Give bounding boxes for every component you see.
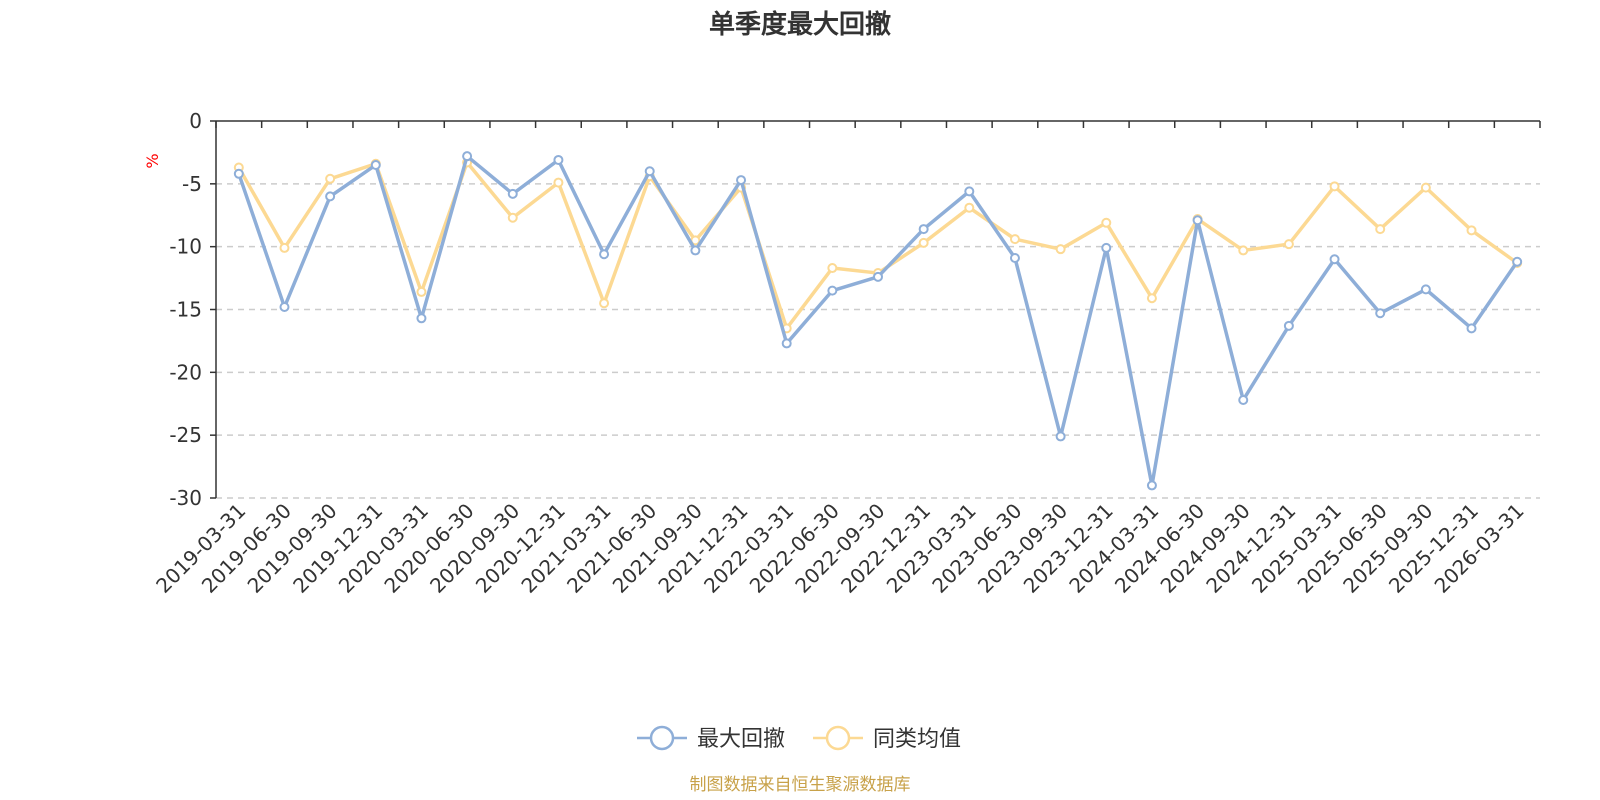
- data-point: [416, 286, 427, 297]
- legend-circle-icon: [649, 725, 675, 751]
- data-point: [325, 191, 336, 202]
- gridlines: [216, 183, 1540, 499]
- data-point: [1420, 182, 1431, 193]
- legend-circle-icon: [825, 725, 851, 751]
- y-tick-label: -20: [169, 360, 202, 384]
- y-tick-label: -5: [182, 172, 202, 196]
- chart-title: 单季度最大回撤: [709, 9, 891, 40]
- data-point: [462, 151, 473, 162]
- data-point: [1466, 225, 1477, 236]
- y-tick-label: -10: [169, 235, 202, 259]
- data-point: [1329, 254, 1340, 265]
- data-point: [736, 175, 747, 186]
- data-point: [1055, 244, 1066, 255]
- data-point: [1283, 320, 1294, 331]
- y-tick-labels: 0 -5 -10 -15 -20 -25 -30: [169, 109, 202, 510]
- y-tick-label: -15: [169, 298, 202, 322]
- legend-label: 同类均值: [873, 727, 961, 752]
- data-point: [964, 202, 975, 213]
- y-tick-label: -25: [169, 423, 202, 447]
- data-point: [918, 237, 929, 248]
- data-point: [1009, 252, 1020, 263]
- data-point: [1009, 234, 1020, 245]
- series-lines: [233, 151, 1523, 491]
- data-point: [233, 168, 244, 179]
- data-point: [1238, 394, 1249, 405]
- legend-item-max-drawdown[interactable]: 最大回撤: [637, 725, 785, 752]
- legend-item-peer-average[interactable]: 同类均值: [813, 725, 961, 752]
- data-point: [599, 298, 610, 309]
- data-point: [553, 154, 564, 165]
- data-point: [279, 242, 290, 253]
- data-point: [1146, 480, 1157, 491]
- data-point: [1375, 224, 1386, 235]
- data-point: [1238, 245, 1249, 256]
- y-axis-unit-label: %: [143, 153, 162, 168]
- x-tick-labels: 2019-03-312019-06-302019-09-302019-12-31…: [151, 499, 1529, 598]
- y-tick-label: 0: [189, 109, 202, 133]
- data-point: [370, 159, 381, 170]
- data-point: [1192, 215, 1203, 226]
- legend-label: 最大回撤: [697, 727, 785, 752]
- axes: [210, 120, 1541, 499]
- series-line: [237, 160, 1519, 331]
- series-max-drawdown: [233, 151, 1523, 491]
- data-point: [325, 173, 336, 184]
- data-point: [553, 177, 564, 188]
- data-point: [918, 224, 929, 235]
- data-point: [599, 249, 610, 260]
- data-source-note: 制图数据来自恒生聚源数据库: [690, 775, 911, 795]
- data-point: [416, 313, 427, 324]
- data-point: [1329, 181, 1340, 192]
- data-point: [1420, 284, 1431, 295]
- data-point: [507, 188, 518, 199]
- data-point: [690, 245, 701, 256]
- data-point: [827, 263, 838, 274]
- data-point: [1375, 308, 1386, 319]
- data-point: [1101, 217, 1112, 228]
- data-point: [781, 338, 792, 349]
- data-point: [1512, 256, 1523, 267]
- data-point: [1283, 239, 1294, 250]
- data-point: [1146, 293, 1157, 304]
- data-point: [827, 285, 838, 296]
- legend[interactable]: 最大回撤 同类均值: [637, 725, 961, 752]
- data-point: [1101, 242, 1112, 253]
- data-point: [1466, 323, 1477, 334]
- data-point: [644, 166, 655, 177]
- data-point: [873, 271, 883, 282]
- data-point: [507, 212, 518, 223]
- series-line: [237, 154, 1519, 488]
- data-point: [279, 301, 290, 312]
- data-point: [964, 186, 975, 197]
- data-point: [1055, 431, 1066, 442]
- y-tick-label: -30: [169, 486, 202, 510]
